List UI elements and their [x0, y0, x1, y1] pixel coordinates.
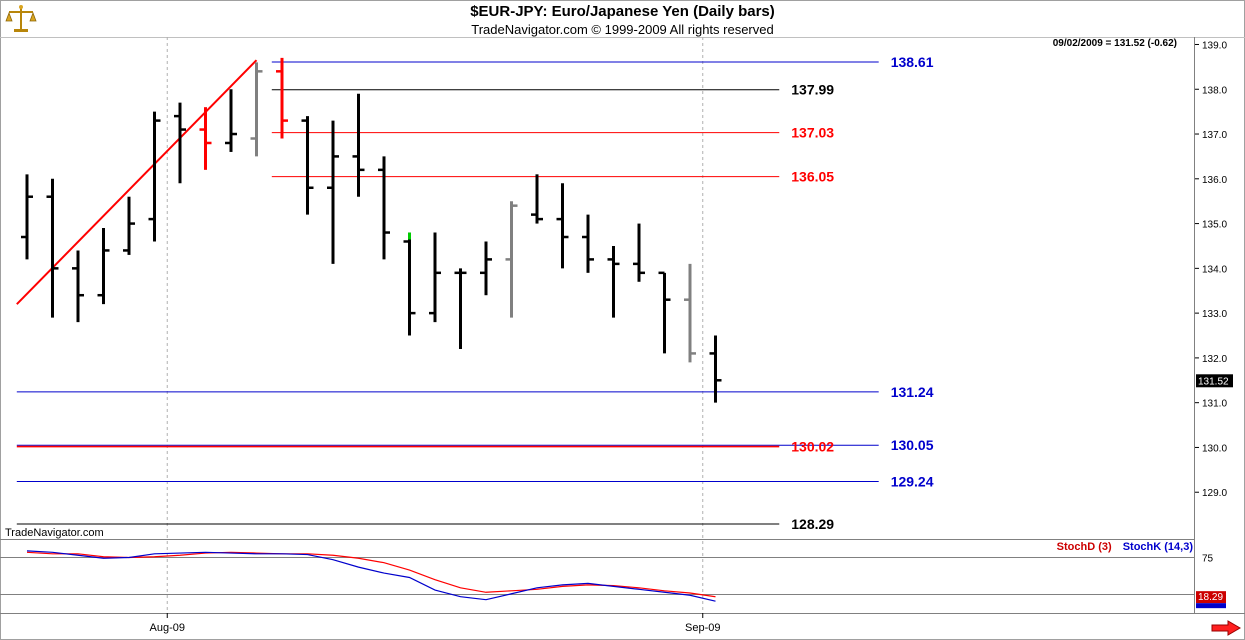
support-resistance-levels: 138.61 137.99 137.03 136.05 131.24 130.05 130.… — [16, 54, 934, 532]
ohlc-bar — [123, 196, 135, 255]
ohlc-bar — [403, 232, 416, 336]
ohlc-bar — [556, 183, 569, 269]
stochastic-panel: 752518.29 — [0, 550, 1226, 609]
ohlc-bar — [531, 174, 543, 224]
ohlc-bar — [250, 62, 263, 157]
level-label-130.02: 130.02 — [791, 439, 834, 455]
ohlc-bar — [276, 57, 288, 139]
price-tick-label: 134.0 — [1202, 264, 1227, 275]
ohlc-bar — [46, 178, 59, 318]
ohlc-bar — [607, 245, 620, 318]
chart-title: $EUR-JPY: Euro/Japanese Yen (Daily bars) — [470, 3, 775, 20]
ohlc-bar — [97, 228, 110, 305]
date-axis: Aug-09 Sep-09 — [150, 613, 720, 634]
ohlc-bar — [454, 268, 467, 349]
price-tick-label: 139.0 — [1202, 40, 1227, 51]
ohlc-bar — [378, 156, 390, 260]
stoch-tick-label: 75 — [1202, 554, 1214, 565]
date-tick-label: Aug-09 — [150, 622, 185, 634]
price-tick-label: 138.0 — [1202, 85, 1227, 96]
stochastic-legend: StochD (3) StochK (14,3) — [1049, 541, 1193, 553]
ohlc-bar — [327, 120, 339, 264]
price-readout: 09/02/2009 = 131.52 (-0.62) — [1052, 38, 1177, 49]
price-tick-label: 135.0 — [1202, 220, 1227, 231]
price-tick-label: 136.0 — [1202, 175, 1227, 186]
ohlc-bar — [148, 111, 161, 242]
level-label-130.05: 130.05 — [891, 437, 934, 453]
price-tick-label: 130.0 — [1202, 443, 1227, 454]
trendline-layer — [16, 59, 258, 305]
watermark-label: TradeNavigator.com — [5, 527, 104, 539]
ohlc-bar — [684, 263, 696, 363]
ohlc-bar — [480, 241, 492, 296]
ohlc-bar — [174, 102, 186, 184]
date-tick-label: Sep-09 — [685, 622, 720, 634]
legend-stochk: StochK (14,3) — [1122, 541, 1193, 553]
ohlc-bar — [21, 174, 33, 260]
ohlc-bar — [633, 223, 645, 282]
last-price-box — [1196, 374, 1233, 388]
ohlc-bar — [505, 201, 518, 318]
ohlc-bar — [709, 335, 722, 403]
level-label-129.24: 129.24 — [891, 473, 934, 489]
ohlc-bar — [352, 93, 365, 197]
level-label-137.99: 137.99 — [791, 82, 834, 98]
scroll-right-arrow-icon[interactable] — [1210, 620, 1242, 636]
stoch-last-label: 18.29 — [1198, 592, 1223, 603]
stoch-line-blue — [26, 550, 716, 602]
ohlc-bars — [21, 57, 722, 403]
price-tick-label: 129.0 — [1202, 488, 1227, 499]
level-label-137.03: 137.03 — [791, 125, 834, 141]
ohlc-bar — [199, 107, 212, 170]
level-label-131.24: 131.24 — [891, 384, 934, 400]
price-tick-label: 132.0 — [1202, 354, 1227, 365]
price-tick-label: 137.0 — [1202, 130, 1227, 141]
copyright-subtitle: TradeNavigator.com © 1999-2009 All right… — [471, 22, 774, 37]
ohlc-bar — [225, 89, 237, 152]
legend-stochd: StochD (3) — [1056, 541, 1112, 553]
stoch-last-box-k — [1196, 603, 1226, 609]
price-tick-label: 131.0 — [1202, 399, 1227, 410]
ohlc-bar — [72, 250, 84, 323]
level-label-136.05: 136.05 — [791, 169, 834, 185]
price-tick-label: 133.0 — [1202, 309, 1227, 320]
ohlc-bar — [429, 232, 441, 323]
scales-logo-icon — [5, 5, 37, 32]
level-label-128.29: 128.29 — [791, 516, 834, 532]
last-price-label: 131.52 — [1198, 376, 1229, 387]
stoch-last-box — [1196, 591, 1226, 604]
ohlc-bar — [582, 214, 594, 273]
level-label-138.61: 138.61 — [891, 54, 934, 70]
ohlc-bar — [301, 116, 314, 215]
trendline — [16, 59, 258, 305]
ohlc-bar — [658, 271, 671, 354]
price-axis: 129.0 130.0 131.0 132.0 133.0 134.0 135.0 136.0… — [1195, 40, 1233, 499]
